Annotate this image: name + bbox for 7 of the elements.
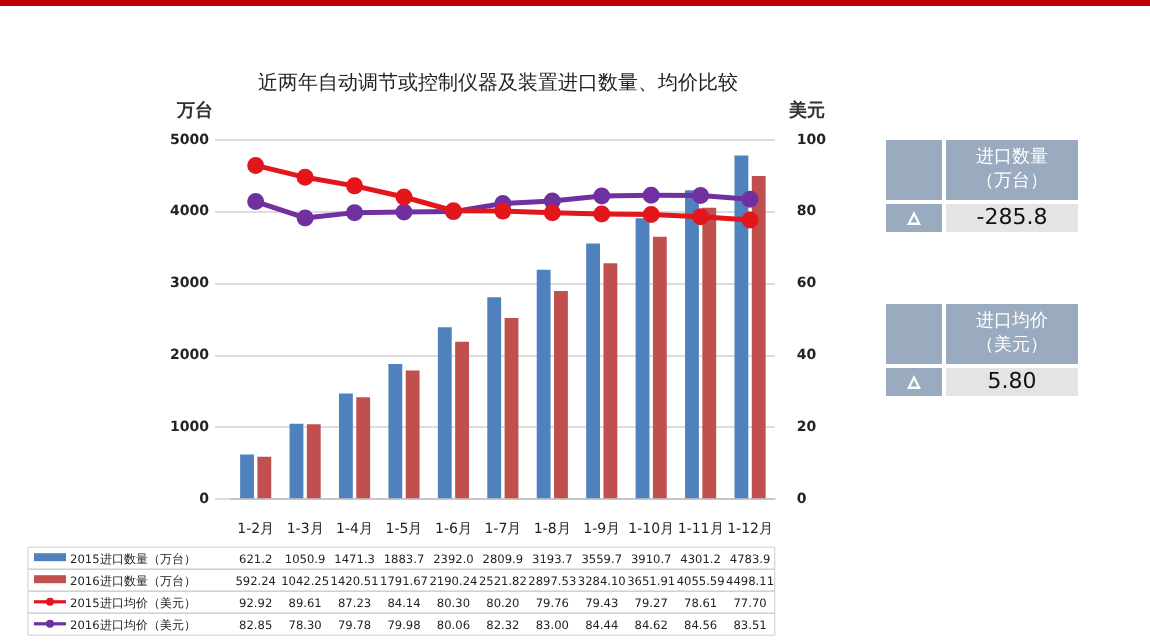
text: 5.80 [946,368,1078,396]
y2-axis-title: 美元 [786,100,825,122]
text: 进口数量（万台） [946,140,1078,200]
chart-title: 近两年自动调节或控制仪器及装置进口数量、均价比较 [258,71,738,96]
y-axis-title: 万台 [174,100,213,122]
text: 进口均价（美元） [946,304,1078,364]
text: -285.8 [946,204,1078,232]
